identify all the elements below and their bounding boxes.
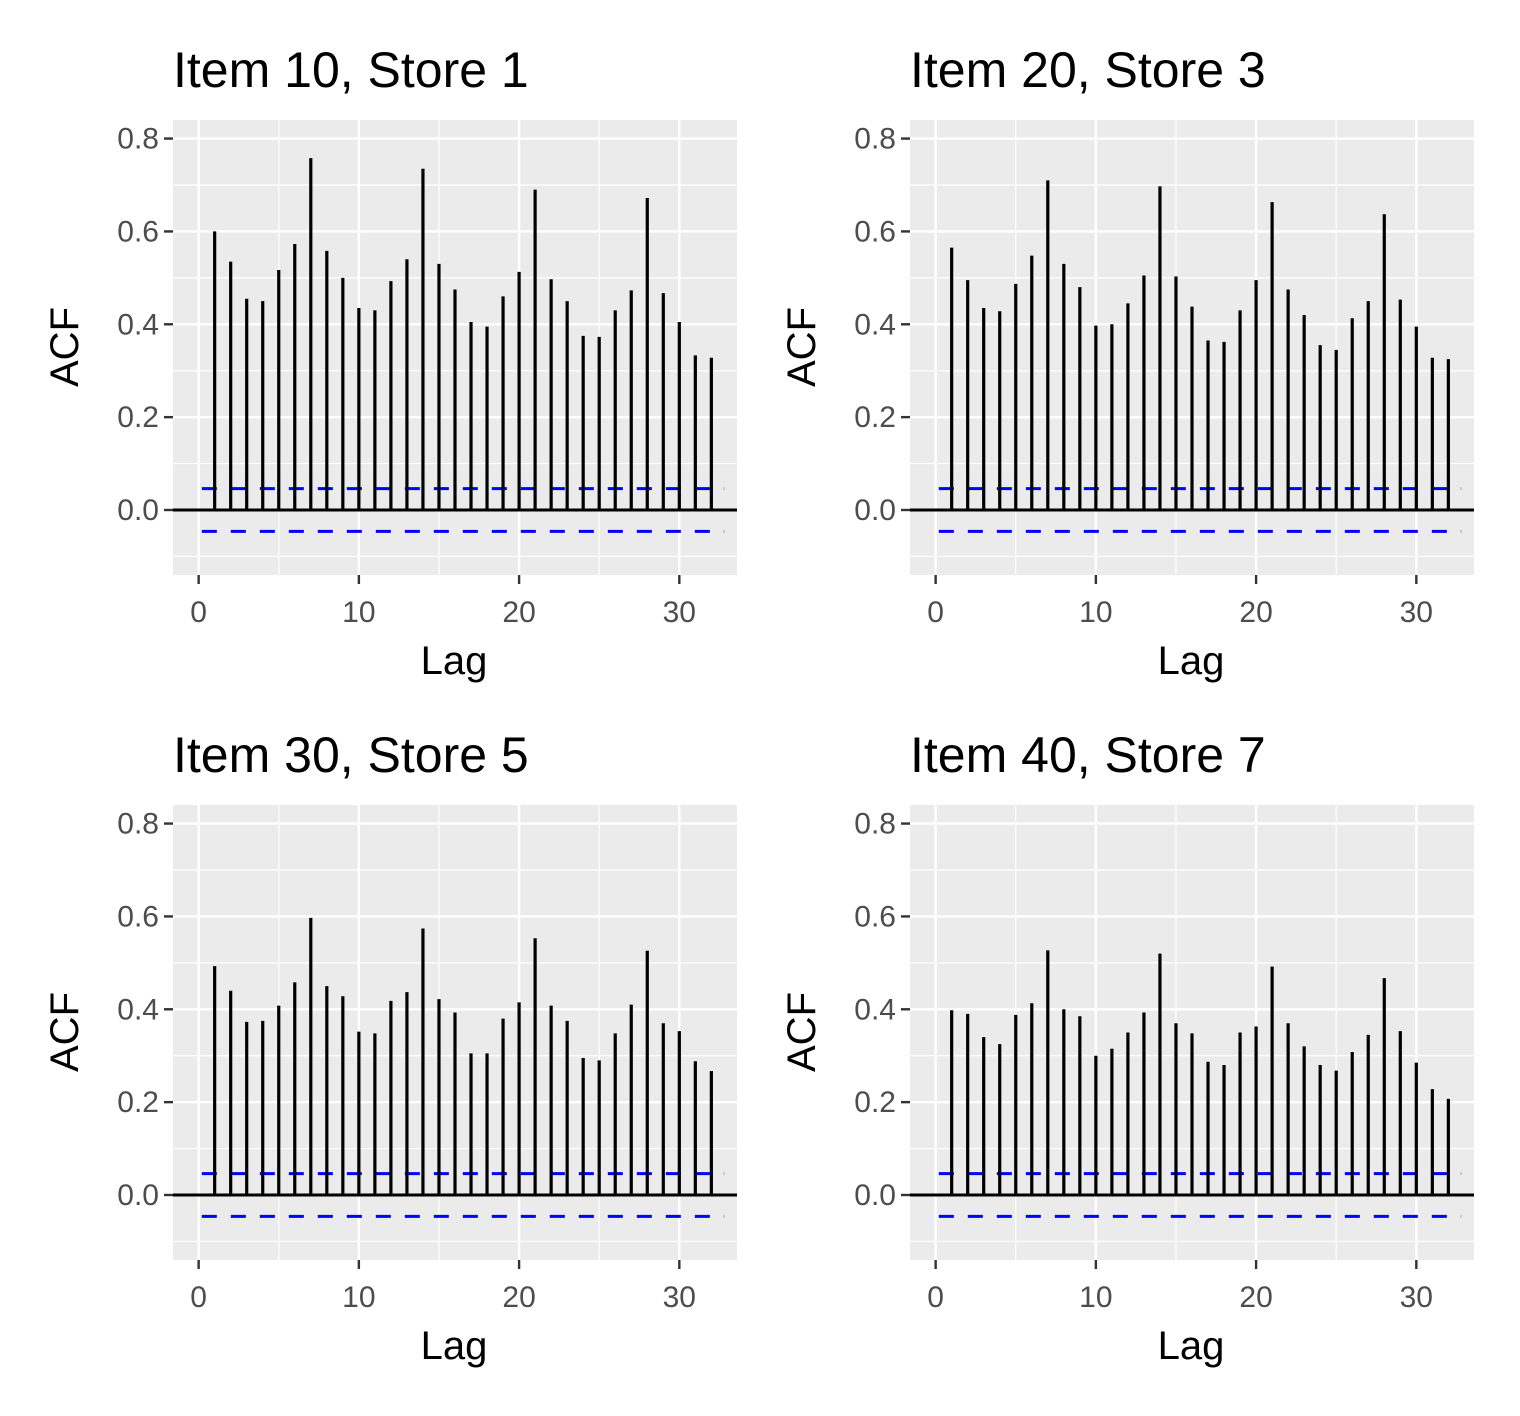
plot-area: 0.0 0.2 0.4 0.6 0.8 0 10 20 30 <box>854 120 1474 629</box>
y-tick-label: 0.4 <box>854 308 896 341</box>
plot-area: 0.0 0.2 0.4 0.6 0.8 0 10 20 30 <box>117 120 737 629</box>
y-tick-label: 0.6 <box>854 900 896 933</box>
y-tick-label: 0.6 <box>117 900 159 933</box>
acf-chart-svg: 0.0 0.2 0.4 0.6 0.8 0 10 20 30 Item 20, Store 3 A… <box>780 42 1474 683</box>
x-tick-label: 10 <box>342 1281 375 1314</box>
plot-area: 0.0 0.2 0.4 0.6 0.8 0 10 20 30 <box>854 805 1474 1314</box>
x-tick-label: 10 <box>1079 596 1112 629</box>
x-tick-label: 20 <box>1239 596 1272 629</box>
x-tick-label: 0 <box>190 1281 207 1314</box>
panel-title: Item 10, Store 1 <box>173 42 529 98</box>
y-tick-label: 0.2 <box>117 401 159 434</box>
x-tick-label: 20 <box>502 596 535 629</box>
acf-chart-svg: 0.0 0.2 0.4 0.6 0.8 0 10 20 30 Item 30, Store 5 A… <box>43 727 737 1368</box>
acf-panel-item-10-store-1: 0.0 0.2 0.4 0.6 0.8 0 10 20 30 Item 10, Store 1 A… <box>0 0 760 708</box>
y-tick-label: 0.0 <box>854 1179 896 1212</box>
x-tick-label: 0 <box>190 596 207 629</box>
x-tick-label: 30 <box>663 596 696 629</box>
y-tick-label: 0.8 <box>117 123 159 156</box>
y-axis-label: ACF <box>43 992 87 1072</box>
y-tick-label: 0.6 <box>854 215 896 248</box>
x-tick-label: 30 <box>1400 596 1433 629</box>
y-tick-label: 0.0 <box>117 494 159 527</box>
y-axis-label: ACF <box>43 307 87 387</box>
y-tick-label: 0.0 <box>117 1179 159 1212</box>
x-tick-label: 30 <box>1400 1281 1433 1314</box>
acf-chart-svg: 0.0 0.2 0.4 0.6 0.8 0 10 20 30 Item 40, Store 7 A… <box>780 727 1474 1368</box>
x-tick-label: 0 <box>927 596 944 629</box>
x-axis-label: Lag <box>1158 1324 1225 1368</box>
x-axis-label: Lag <box>1158 639 1225 683</box>
acf-panel-item-40-store-7: 0.0 0.2 0.4 0.6 0.8 0 10 20 30 Item 40, Store 7 A… <box>737 685 1497 1393</box>
y-tick-label: 0.2 <box>854 401 896 434</box>
y-tick-label: 0.8 <box>854 808 896 841</box>
panel-title: Item 20, Store 3 <box>910 42 1266 98</box>
y-tick-label: 0.4 <box>117 308 159 341</box>
x-axis-label: Lag <box>421 1324 488 1368</box>
panel-title: Item 40, Store 7 <box>910 727 1266 783</box>
x-axis-label: Lag <box>421 639 488 683</box>
y-axis-label: ACF <box>780 307 824 387</box>
y-tick-label: 0.4 <box>117 993 159 1026</box>
y-tick-label: 0.4 <box>854 993 896 1026</box>
acf-panel-item-30-store-5: 0.0 0.2 0.4 0.6 0.8 0 10 20 30 Item 30, Store 5 A… <box>0 685 760 1393</box>
y-tick-label: 0.2 <box>854 1086 896 1119</box>
x-tick-label: 30 <box>663 1281 696 1314</box>
acf-chart-svg: 0.0 0.2 0.4 0.6 0.8 0 10 20 30 Item 10, Store 1 A… <box>43 42 737 683</box>
panel-title: Item 30, Store 5 <box>173 727 529 783</box>
x-tick-label: 10 <box>342 596 375 629</box>
y-tick-label: 0.8 <box>854 123 896 156</box>
y-tick-label: 0.6 <box>117 215 159 248</box>
y-axis-label: ACF <box>780 992 824 1072</box>
x-tick-label: 0 <box>927 1281 944 1314</box>
y-tick-label: 0.2 <box>117 1086 159 1119</box>
y-tick-label: 0.8 <box>117 808 159 841</box>
x-tick-label: 20 <box>1239 1281 1272 1314</box>
x-tick-label: 10 <box>1079 1281 1112 1314</box>
acf-panel-item-20-store-3: 0.0 0.2 0.4 0.6 0.8 0 10 20 30 Item 20, Store 3 A… <box>737 0 1497 708</box>
plot-area: 0.0 0.2 0.4 0.6 0.8 0 10 20 30 <box>117 805 737 1314</box>
x-tick-label: 20 <box>502 1281 535 1314</box>
y-tick-label: 0.0 <box>854 494 896 527</box>
